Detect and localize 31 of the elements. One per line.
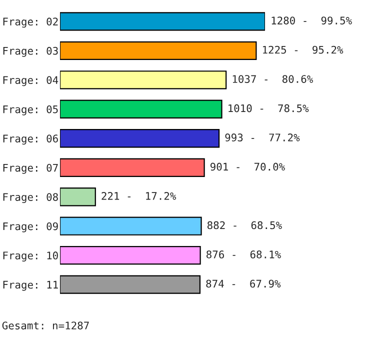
y-tick-label: Frage: 04 — [3, 76, 58, 86]
text: Gesamt: n=1287 — [2, 322, 89, 330]
y-tick-label: Frage: 03 — [3, 46, 58, 57]
bar — [60, 70, 227, 90]
data-label: 876 - 68.1% — [206, 250, 281, 258]
y-tick-label: Frage: 05 — [3, 105, 58, 116]
y-tick-label: Frage: 02 — [3, 18, 58, 28]
y-tick-label: Frage: 06 — [3, 134, 58, 145]
data-label: 874 - 67.9% — [206, 280, 281, 288]
data-label: 901 - 70.0% — [210, 162, 285, 171]
bar — [60, 41, 257, 60]
data-label: 993 - 77.2% — [225, 134, 300, 142]
bar — [60, 129, 220, 148]
data-label: 882 - 68.5% — [207, 221, 282, 230]
bar — [60, 12, 265, 31]
y-tick-label: Frage: 11 — [3, 280, 58, 291]
y-tick-label: Frage: 08 — [3, 193, 58, 204]
bar — [60, 188, 96, 206]
data-label: 1280 - 99.5% — [272, 16, 352, 24]
bar — [60, 216, 202, 236]
bar — [60, 158, 205, 177]
y-tick-label: Frage: 10 — [3, 252, 58, 262]
bar — [60, 275, 201, 294]
bar — [60, 246, 201, 265]
bar — [60, 100, 222, 118]
data-label: 221 - 17.2% — [102, 192, 176, 200]
data-label: 1010 - 78.5% — [228, 104, 309, 112]
y-tick-label: Frage: 09 — [3, 222, 58, 232]
data-label: 1037 - 80.6% — [232, 75, 313, 83]
data-label: 1225 - 95.2% — [263, 46, 344, 54]
y-tick-label: Frage: 07 — [3, 164, 58, 174]
